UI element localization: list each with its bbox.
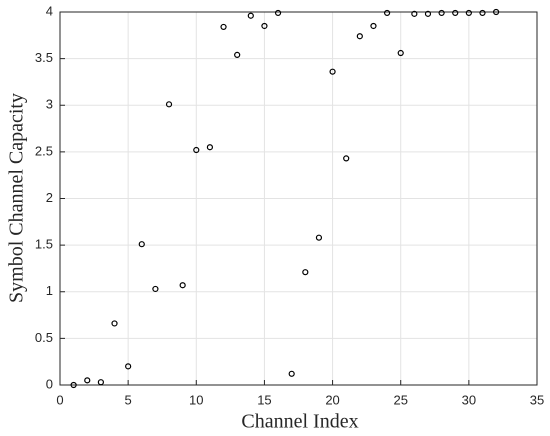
point — [397, 49, 404, 57]
point — [152, 285, 159, 293]
point — [315, 234, 323, 241]
point — [111, 320, 118, 327]
y-tick-label: 0.5 — [35, 330, 53, 345]
y-tick-label: 0 — [46, 376, 53, 391]
point — [165, 101, 173, 108]
point — [438, 9, 445, 17]
y-tick-label: 1 — [46, 283, 53, 298]
point — [234, 51, 241, 58]
point — [97, 379, 104, 386]
x-tick-label: 5 — [125, 392, 132, 407]
point — [70, 381, 77, 389]
point — [220, 23, 227, 31]
point — [493, 8, 500, 16]
axes-box — [59, 11, 538, 386]
point — [84, 377, 91, 384]
point — [274, 9, 282, 17]
point — [424, 10, 432, 17]
x-tick-label: 10 — [189, 392, 203, 407]
point — [247, 12, 254, 19]
point — [452, 9, 459, 17]
y-axis-label: Symbol Channel Capacity — [6, 93, 28, 303]
y-tick-label: 1.5 — [35, 237, 53, 252]
x-tick-label: 25 — [393, 392, 407, 407]
point — [193, 146, 200, 154]
x-axis-label: Channel Index — [241, 411, 358, 433]
point — [356, 33, 363, 40]
point — [288, 370, 295, 377]
point — [343, 155, 350, 162]
y-tick-label: 3 — [46, 97, 53, 112]
point — [206, 144, 214, 151]
point — [179, 282, 186, 289]
point — [261, 22, 268, 30]
x-tick-label: 15 — [257, 392, 271, 407]
point — [138, 241, 145, 248]
point — [383, 9, 391, 17]
x-tick-label: 0 — [56, 392, 63, 407]
point — [465, 9, 472, 17]
y-tick-label: 2.5 — [35, 143, 53, 158]
point — [370, 22, 377, 30]
x-tick-label: 20 — [325, 392, 339, 407]
point — [125, 363, 132, 370]
y-tick-label: 3.5 — [35, 50, 53, 65]
y-tick-label: 2 — [46, 190, 53, 205]
x-tick-label: 35 — [530, 392, 544, 407]
point — [302, 269, 309, 276]
point — [329, 68, 336, 75]
y-tick-label: 4 — [46, 3, 53, 18]
x-tick-label: 30 — [462, 392, 476, 407]
point — [411, 10, 418, 17]
point — [479, 9, 486, 17]
